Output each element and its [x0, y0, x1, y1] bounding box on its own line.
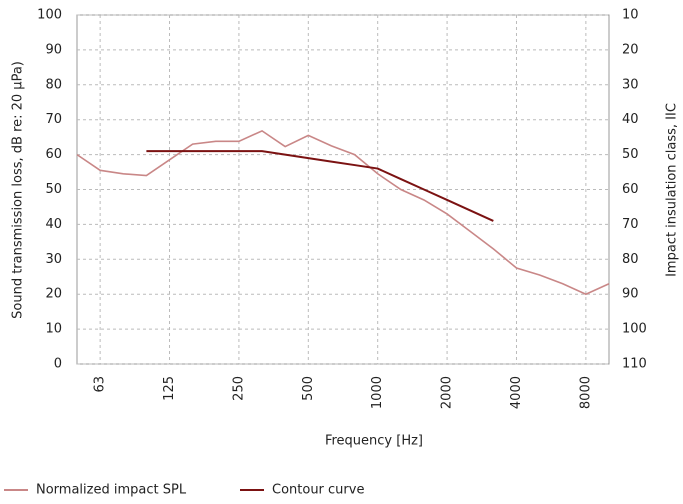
x-tick-label: 250	[231, 376, 246, 401]
y-tick-label: 80	[45, 77, 62, 92]
x-tick-label: 1000	[370, 376, 385, 409]
y-tick-label: 100	[37, 8, 62, 23]
y-tick-label: 20	[45, 287, 62, 302]
y2-tick-label: 100	[622, 322, 647, 337]
x-tick-label: 4000	[509, 376, 524, 409]
y2-tick-label: 80	[622, 252, 639, 267]
series-line	[76, 129, 610, 296]
x-tick-label: 500	[301, 376, 316, 401]
y2-tick-label: 30	[622, 77, 639, 92]
y2-tick-label: 50	[622, 147, 639, 162]
y2-tick-label: 20	[622, 42, 639, 57]
x-tick-label: 8000	[578, 376, 593, 409]
y2-tick-label: 10	[622, 8, 639, 23]
y-tick-label: 50	[45, 182, 62, 197]
y2-axis-label: Impact insulation class, IIC	[665, 103, 680, 277]
y-tick-label: 70	[45, 112, 62, 127]
y2-tick-label: 40	[622, 112, 639, 127]
series-line	[146, 150, 494, 222]
y-tick-label: 0	[54, 357, 62, 372]
x-tick-label: 2000	[440, 376, 455, 409]
y-tick-label: 90	[45, 42, 62, 57]
y2-tick-label: 70	[622, 217, 639, 232]
y2-tick-label: 60	[622, 182, 639, 197]
legend-label: Contour curve	[272, 483, 364, 498]
legend-label: Normalized impact SPL	[36, 483, 187, 498]
y-tick-label: 30	[45, 252, 62, 267]
y-tick-label: 60	[45, 147, 62, 162]
x-tick-label: 63	[93, 376, 108, 393]
y2-tick-label: 90	[622, 287, 639, 302]
y-axis-label: Sound transmission loss, dB re: 20 µPa)	[11, 61, 26, 319]
y-tick-label: 10	[45, 322, 62, 337]
x-axis-label: Frequency [Hz]	[325, 434, 423, 449]
x-tick-label: 125	[162, 376, 177, 401]
y2-tick-label: 110	[622, 357, 647, 372]
y-tick-label: 40	[45, 217, 62, 232]
